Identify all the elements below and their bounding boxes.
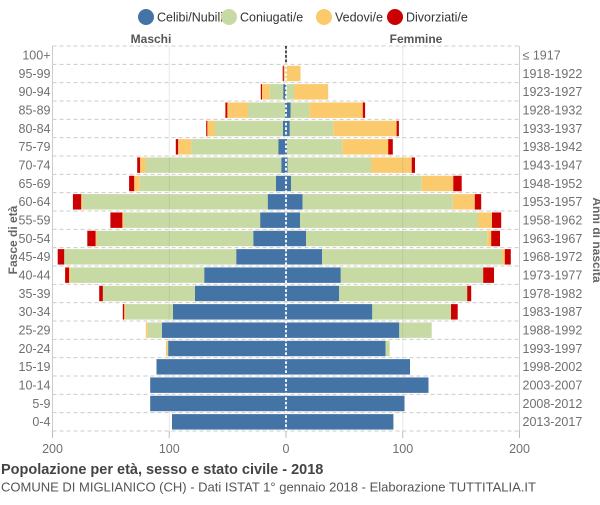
svg-text:95-99: 95-99 <box>19 67 51 81</box>
svg-text:35-39: 35-39 <box>19 287 51 301</box>
svg-text:1923-1927: 1923-1927 <box>523 85 583 99</box>
svg-text:100: 100 <box>159 442 180 456</box>
svg-text:15-19: 15-19 <box>19 360 51 374</box>
svg-text:45-49: 45-49 <box>19 250 51 264</box>
svg-text:10-14: 10-14 <box>19 379 51 393</box>
svg-text:1968-1972: 1968-1972 <box>523 250 583 264</box>
svg-text:30-34: 30-34 <box>19 305 51 319</box>
svg-text:1978-1982: 1978-1982 <box>523 287 583 301</box>
svg-text:5-9: 5-9 <box>32 397 50 411</box>
svg-text:200: 200 <box>509 442 530 456</box>
svg-text:Fasce di età: Fasce di età <box>6 205 20 274</box>
svg-text:55-59: 55-59 <box>19 214 51 228</box>
svg-text:Coniugati/e: Coniugati/e <box>240 11 303 25</box>
svg-text:1918-1922: 1918-1922 <box>523 67 583 81</box>
svg-text:2013-2017: 2013-2017 <box>523 415 583 429</box>
svg-text:80-84: 80-84 <box>19 122 51 136</box>
svg-text:20-24: 20-24 <box>19 342 51 356</box>
svg-text:40-44: 40-44 <box>19 269 51 283</box>
svg-text:1933-1937: 1933-1937 <box>523 122 583 136</box>
svg-text:100: 100 <box>392 442 413 456</box>
svg-text:1983-1987: 1983-1987 <box>523 305 583 319</box>
svg-text:1963-1967: 1963-1967 <box>523 232 583 246</box>
svg-text:2008-2012: 2008-2012 <box>523 397 583 411</box>
svg-text:COMUNE DI MIGLIANICO (CH) - Da: COMUNE DI MIGLIANICO (CH) - Dati ISTAT 1… <box>1 480 536 495</box>
svg-text:1953-1957: 1953-1957 <box>523 195 583 209</box>
svg-text:75-79: 75-79 <box>19 140 51 154</box>
svg-text:0: 0 <box>283 442 290 456</box>
svg-text:1993-1997: 1993-1997 <box>523 342 583 356</box>
svg-text:90-94: 90-94 <box>19 85 51 99</box>
svg-text:100+: 100+ <box>22 49 50 63</box>
svg-text:Divorziati/e: Divorziati/e <box>406 11 468 25</box>
svg-text:2003-2007: 2003-2007 <box>523 379 583 393</box>
svg-text:1958-1962: 1958-1962 <box>523 214 583 228</box>
svg-text:1998-2002: 1998-2002 <box>523 360 583 374</box>
svg-text:Maschi: Maschi <box>131 32 172 46</box>
svg-text:≤ 1917: ≤ 1917 <box>523 49 561 63</box>
svg-text:85-89: 85-89 <box>19 104 51 118</box>
svg-text:1938-1942: 1938-1942 <box>523 140 583 154</box>
svg-text:25-29: 25-29 <box>19 324 51 338</box>
svg-text:1948-1952: 1948-1952 <box>523 177 583 191</box>
svg-text:Celibi/Nubili: Celibi/Nubili <box>157 11 223 25</box>
svg-text:1928-1932: 1928-1932 <box>523 104 583 118</box>
svg-text:Vedovi/e: Vedovi/e <box>335 11 383 25</box>
svg-text:65-69: 65-69 <box>19 177 51 191</box>
svg-text:Popolazione per età, sesso e s: Popolazione per età, sesso e stato civil… <box>1 462 323 478</box>
svg-text:60-64: 60-64 <box>19 195 51 209</box>
svg-text:Anni di nascita: Anni di nascita <box>590 197 600 283</box>
svg-text:50-54: 50-54 <box>19 232 51 246</box>
svg-text:1973-1977: 1973-1977 <box>523 269 583 283</box>
svg-text:Femmine: Femmine <box>390 32 443 46</box>
svg-text:200: 200 <box>42 442 63 456</box>
svg-text:1988-1992: 1988-1992 <box>523 324 583 338</box>
svg-text:1943-1947: 1943-1947 <box>523 159 583 173</box>
svg-text:0-4: 0-4 <box>32 415 50 429</box>
svg-text:70-74: 70-74 <box>19 159 51 173</box>
